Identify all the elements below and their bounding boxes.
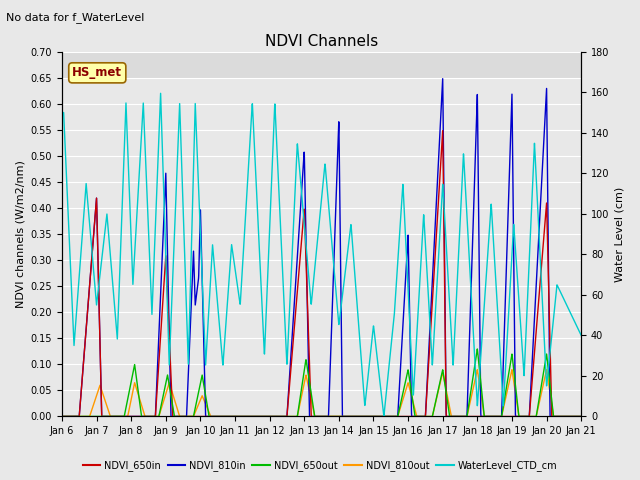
WaterLevel_CTD_cm bbox=[380, 413, 388, 419]
NDVI_650out bbox=[117, 414, 125, 420]
NDVI_810in bbox=[439, 76, 447, 82]
Y-axis label: Water Level (cm): Water Level (cm) bbox=[615, 187, 625, 282]
NDVI_810in bbox=[257, 414, 265, 420]
WaterLevel_CTD_cm bbox=[511, 246, 519, 252]
NDVI_810out bbox=[257, 414, 265, 420]
NDVI_810out bbox=[58, 414, 66, 420]
NDVI_650in bbox=[511, 414, 519, 420]
Line: NDVI_810in: NDVI_810in bbox=[62, 79, 581, 417]
NDVI_650in bbox=[577, 414, 585, 420]
NDVI_810out bbox=[280, 414, 287, 420]
NDVI_810in bbox=[511, 396, 519, 401]
NDVI_810in bbox=[577, 414, 585, 420]
WaterLevel_CTD_cm bbox=[568, 312, 575, 318]
NDVI_650out bbox=[511, 381, 519, 386]
NDVI_810out bbox=[577, 414, 585, 420]
NDVI_650in bbox=[280, 414, 287, 420]
Line: WaterLevel_CTD_cm: WaterLevel_CTD_cm bbox=[62, 93, 581, 416]
NDVI_650out bbox=[474, 346, 481, 352]
WaterLevel_CTD_cm bbox=[280, 293, 287, 299]
WaterLevel_CTD_cm bbox=[117, 232, 125, 238]
NDVI_810in bbox=[280, 414, 287, 420]
NDVI_650out bbox=[577, 414, 585, 420]
WaterLevel_CTD_cm bbox=[577, 333, 585, 338]
NDVI_650out bbox=[148, 414, 156, 420]
Text: HS_met: HS_met bbox=[72, 66, 122, 79]
NDVI_650out bbox=[280, 414, 287, 420]
NDVI_650out bbox=[567, 414, 575, 420]
NDVI_650out bbox=[58, 414, 66, 420]
NDVI_810in bbox=[58, 414, 66, 420]
NDVI_810out bbox=[567, 414, 575, 420]
NDVI_650out bbox=[257, 414, 265, 420]
NDVI_650in bbox=[58, 414, 66, 420]
NDVI_650in bbox=[567, 414, 575, 420]
NDVI_810in bbox=[567, 414, 575, 420]
WaterLevel_CTD_cm bbox=[257, 286, 265, 291]
NDVI_810out bbox=[117, 414, 125, 420]
NDVI_650in bbox=[117, 414, 125, 420]
NDVI_810out bbox=[511, 388, 519, 394]
NDVI_650in bbox=[439, 128, 447, 133]
NDVI_650in bbox=[148, 414, 156, 420]
Y-axis label: NDVI channels (W/m2/nm): NDVI channels (W/m2/nm) bbox=[15, 160, 25, 308]
Legend: NDVI_650in, NDVI_810in, NDVI_650out, NDVI_810out, WaterLevel_CTD_cm: NDVI_650in, NDVI_810in, NDVI_650out, NDV… bbox=[79, 456, 561, 475]
Line: NDVI_650out: NDVI_650out bbox=[62, 349, 581, 417]
WaterLevel_CTD_cm bbox=[58, 109, 66, 115]
NDVI_810out bbox=[543, 367, 550, 372]
NDVI_810out bbox=[148, 414, 156, 420]
WaterLevel_CTD_cm bbox=[157, 90, 164, 96]
NDVI_650in bbox=[257, 414, 265, 420]
WaterLevel_CTD_cm bbox=[148, 312, 156, 317]
Line: NDVI_650in: NDVI_650in bbox=[62, 131, 581, 417]
Title: NDVI Channels: NDVI Channels bbox=[265, 34, 378, 49]
Text: No data for f_WaterLevel: No data for f_WaterLevel bbox=[6, 12, 145, 23]
NDVI_810in bbox=[148, 414, 156, 420]
Line: NDVI_810out: NDVI_810out bbox=[62, 370, 581, 417]
NDVI_810in bbox=[117, 414, 125, 420]
Bar bbox=[62, 52, 581, 78]
